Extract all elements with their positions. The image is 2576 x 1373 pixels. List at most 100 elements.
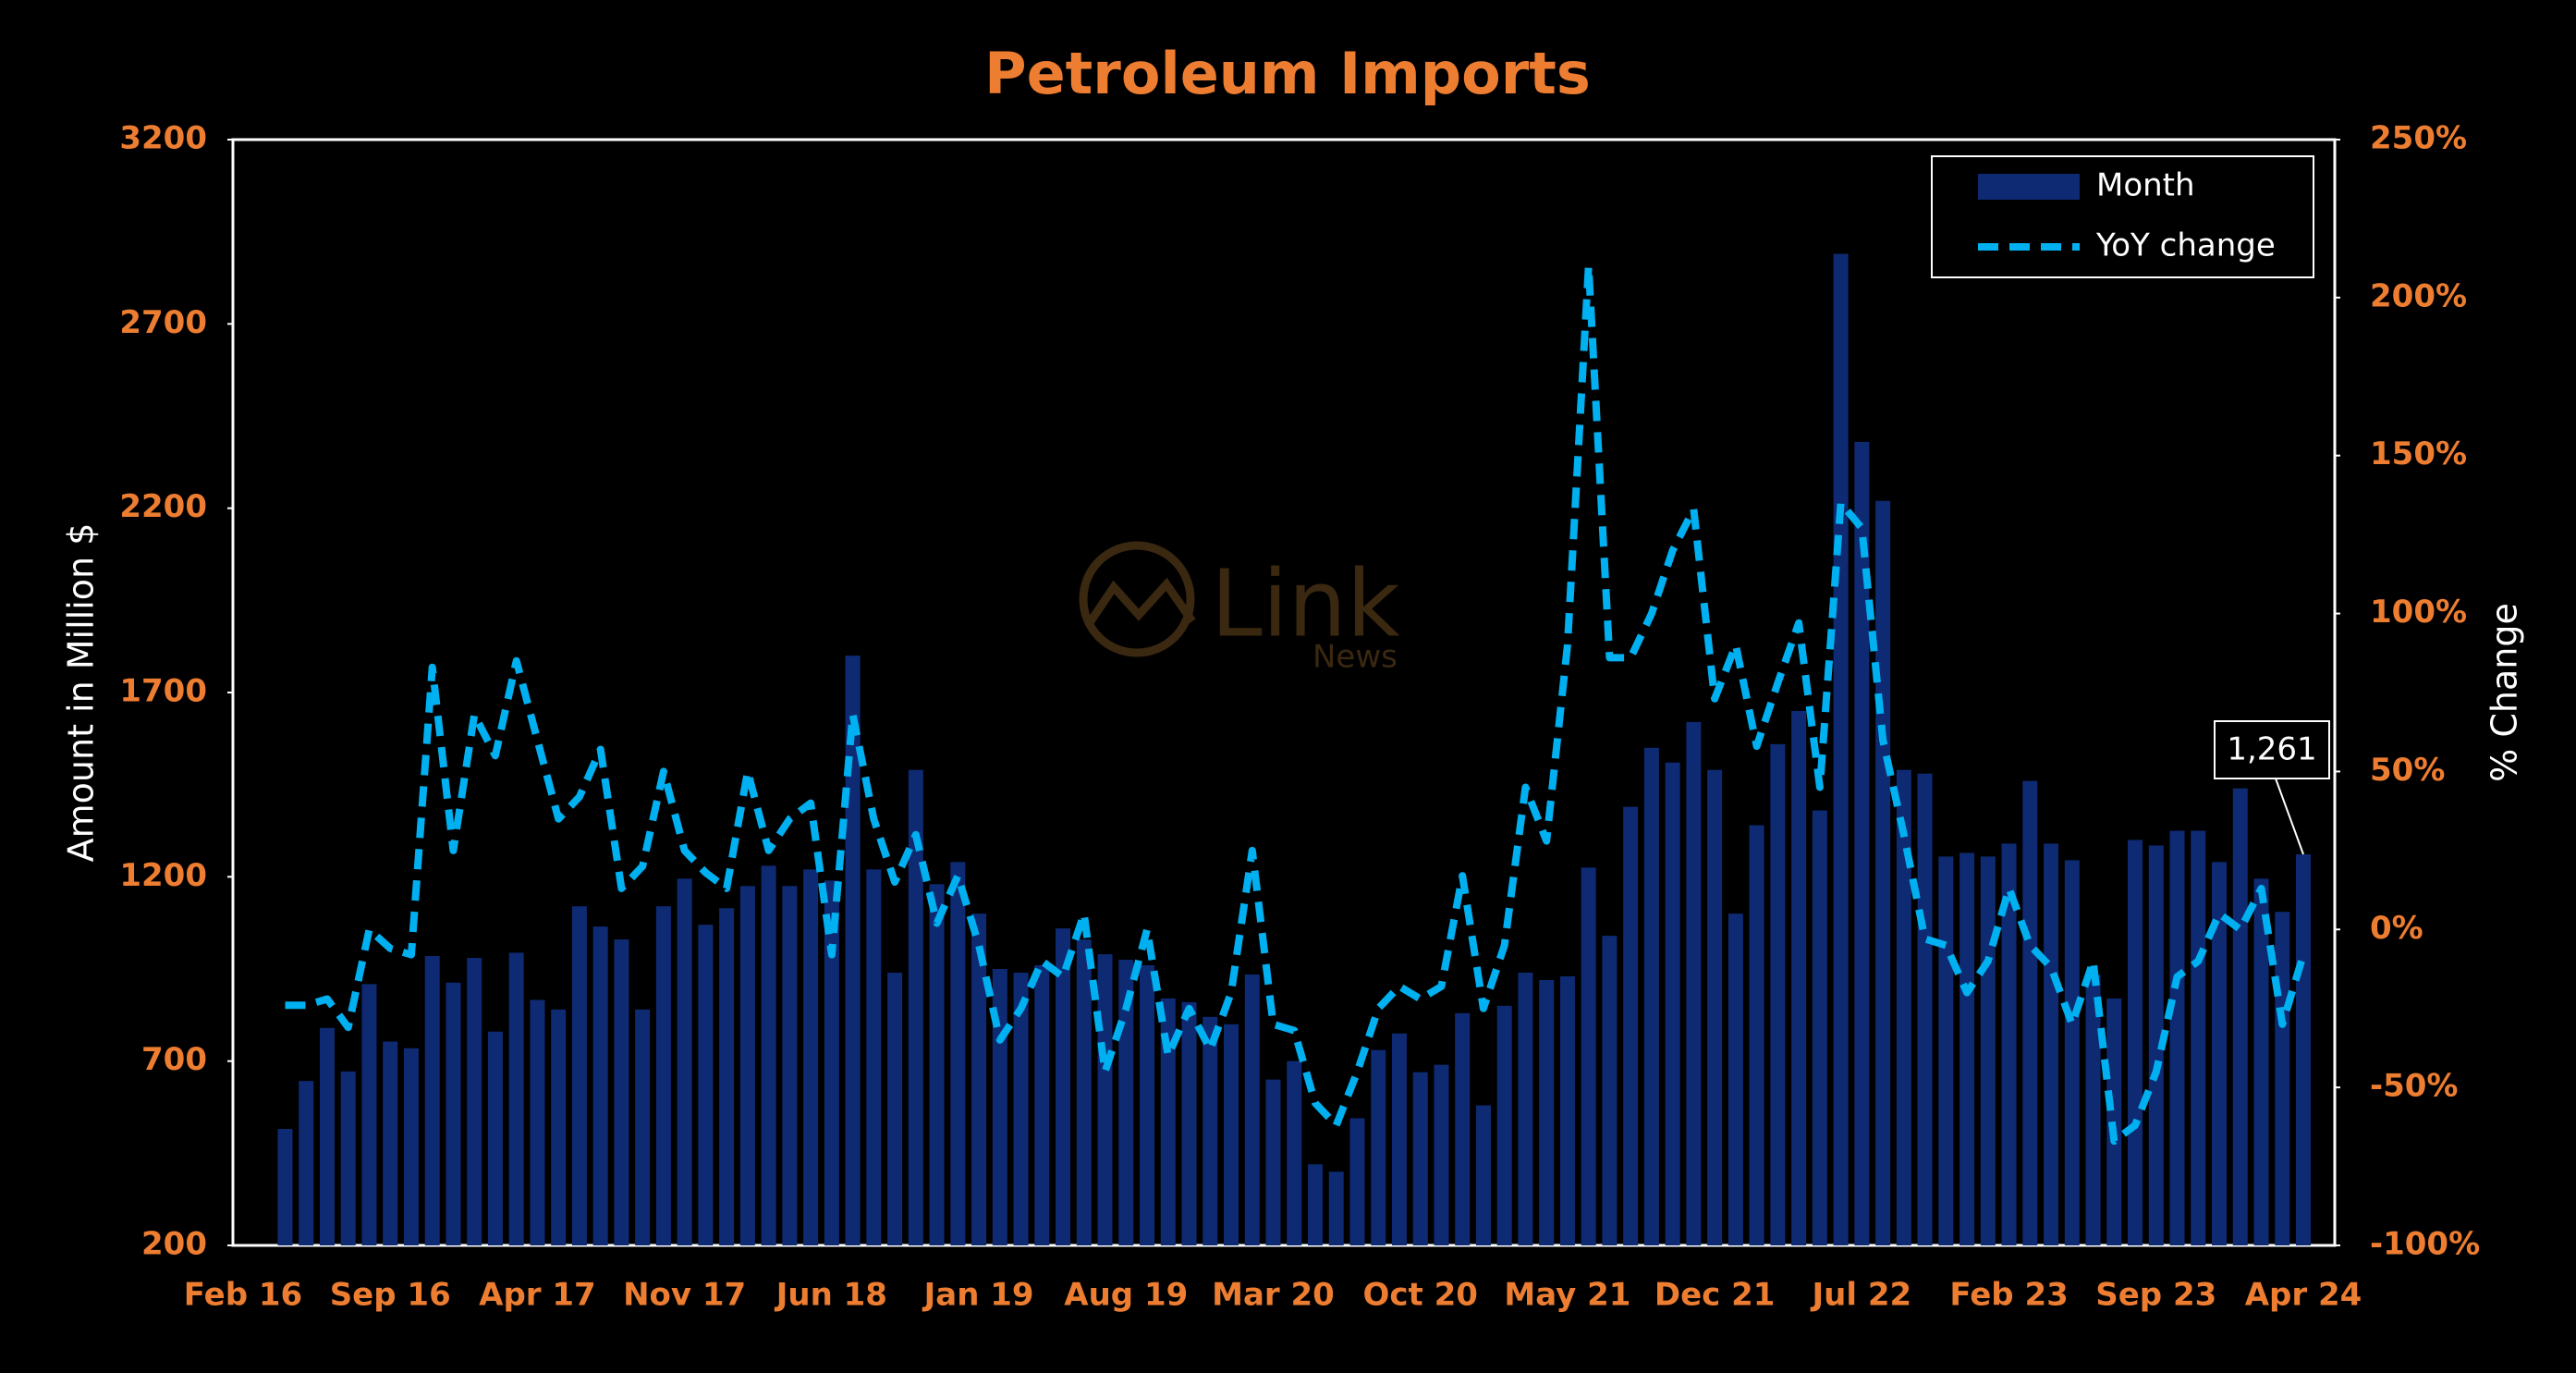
- bar: [761, 865, 776, 1245]
- x-tick-label: Sep 23: [2095, 1277, 2216, 1314]
- y2-tick-label: -100%: [2370, 1226, 2480, 1263]
- bar: [487, 1031, 503, 1245]
- line: [285, 262, 2307, 1146]
- bar: [1056, 928, 1071, 1245]
- bar: [2212, 862, 2228, 1245]
- bar: [782, 886, 798, 1245]
- watermark-subtext: News: [1312, 639, 1398, 676]
- watermark-text: Link: [1211, 549, 1400, 657]
- bar: [2169, 830, 2185, 1245]
- bar: [1034, 965, 1050, 1245]
- y2-tick-label: 150%: [2370, 435, 2467, 472]
- bar: [1307, 1164, 1323, 1245]
- bar: [1728, 913, 1743, 1245]
- watermark-logo: [1079, 541, 1195, 657]
- bar: [1181, 1001, 1197, 1245]
- chart-title: Petroleum Imports: [984, 40, 1591, 107]
- bar: [571, 906, 587, 1245]
- bar: [1412, 1072, 1428, 1245]
- bar: [277, 1129, 293, 1245]
- y-tick-label: 200: [141, 1226, 207, 1263]
- bar: [1203, 1016, 1218, 1245]
- x-tick-label: Feb 23: [1949, 1277, 2068, 1314]
- y2-tick-label: 100%: [2370, 594, 2467, 631]
- bar: [739, 886, 755, 1245]
- y2-tick-label: 250%: [2370, 120, 2467, 157]
- bar: [299, 1081, 314, 1245]
- bar: [2296, 854, 2311, 1245]
- annotation-box: [2214, 720, 2330, 779]
- x-tick-label: Oct 20: [1362, 1277, 1477, 1314]
- bar: [1160, 998, 1176, 1245]
- bar: [1854, 441, 1870, 1245]
- x-tick-label: Jun 18: [775, 1277, 887, 1314]
- y2-tick-label: -50%: [2370, 1068, 2459, 1105]
- y-tick-label: 1200: [119, 857, 207, 894]
- bar: [1875, 500, 1891, 1245]
- bar: [929, 884, 945, 1245]
- bar: [635, 1009, 651, 1245]
- bar: [1371, 1049, 1386, 1245]
- bar: [2191, 830, 2206, 1245]
- x-tick-label: Dec 21: [1654, 1277, 1776, 1314]
- bar: [1434, 1064, 1449, 1245]
- bar: [1076, 939, 1092, 1245]
- y2-tick-label: 0%: [2370, 910, 2423, 947]
- bar: [403, 1048, 419, 1245]
- bar: [971, 913, 987, 1245]
- bar: [887, 972, 903, 1245]
- bar: [866, 869, 882, 1245]
- bar: [1812, 810, 1827, 1245]
- bar: [1770, 743, 1786, 1245]
- bar: [1707, 769, 1723, 1245]
- bar: [1475, 1105, 1491, 1245]
- bar: [1959, 852, 1975, 1245]
- bar: [1244, 974, 1260, 1245]
- y-axis-title: Amount in Million $: [61, 523, 102, 863]
- watermark-logo-line: [1087, 577, 1196, 624]
- data-label: 1,261: [2227, 731, 2316, 768]
- bar: [950, 862, 966, 1245]
- bar: [2232, 788, 2248, 1245]
- bar: [677, 878, 692, 1245]
- bar: [530, 999, 545, 1245]
- bar: [698, 925, 714, 1245]
- y2-tick-label: 200%: [2370, 277, 2467, 314]
- bar: [1938, 856, 1954, 1245]
- bar: [1328, 1171, 1344, 1245]
- x-tick-label: May 21: [1504, 1277, 1630, 1314]
- y-tick-label: 1700: [119, 673, 207, 710]
- x-tick-label: Sep 16: [330, 1277, 451, 1314]
- bar: [1917, 773, 1933, 1245]
- bar: [1539, 979, 1555, 1245]
- bar: [383, 1041, 398, 1245]
- bar: [1623, 806, 1639, 1245]
- bar: [1349, 1118, 1365, 1245]
- bar: [508, 952, 524, 1245]
- bar: [2148, 845, 2164, 1245]
- bar: [1496, 1005, 1512, 1245]
- bar: [1455, 1012, 1471, 1245]
- bar: [467, 958, 482, 1245]
- y2-axis-title: % Change: [2484, 603, 2525, 782]
- bar: [2253, 878, 2269, 1245]
- annotation-leader: [2275, 778, 2304, 855]
- x-tick-label: Aug 19: [1064, 1277, 1188, 1314]
- bar: [2001, 843, 2017, 1245]
- bar: [361, 984, 377, 1245]
- legend-label: Month: [2096, 167, 2195, 204]
- bar: [1140, 965, 1155, 1245]
- x-tick-label: Nov 17: [623, 1277, 746, 1314]
- bar: [2064, 860, 2080, 1245]
- bar: [1833, 253, 1849, 1245]
- bar: [719, 908, 735, 1245]
- bar: [592, 926, 608, 1245]
- bar: [319, 1027, 335, 1245]
- bar: [2044, 843, 2059, 1245]
- y2-tick-label: 50%: [2370, 752, 2445, 789]
- y-tick-label: 2200: [119, 488, 207, 525]
- x-tick-label: Apr 24: [2245, 1277, 2362, 1314]
- watermark: Link News: [1079, 541, 1400, 676]
- bar: [1980, 856, 1996, 1245]
